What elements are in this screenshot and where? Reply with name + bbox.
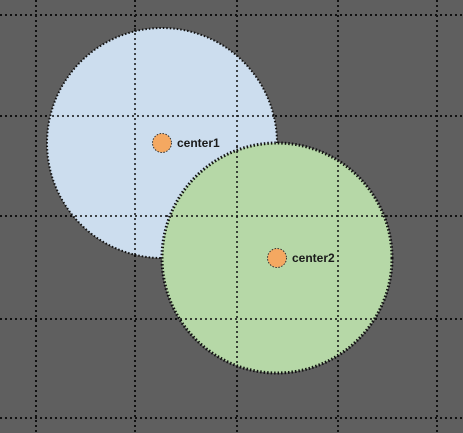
center2-point — [267, 248, 287, 268]
center1-point — [152, 133, 172, 153]
center2-label: center2 — [292, 251, 335, 265]
center1-label: center1 — [177, 136, 220, 150]
circle-2-grid-overlay — [166, 146, 388, 370]
